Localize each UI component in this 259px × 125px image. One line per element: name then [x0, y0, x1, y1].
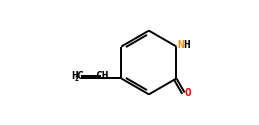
Text: C: C — [76, 71, 83, 81]
Text: O: O — [185, 88, 192, 98]
Text: CH: CH — [95, 71, 109, 81]
Text: 2: 2 — [75, 76, 79, 82]
Text: N: N — [177, 40, 184, 50]
Text: H: H — [183, 40, 190, 50]
Text: H: H — [72, 71, 78, 81]
